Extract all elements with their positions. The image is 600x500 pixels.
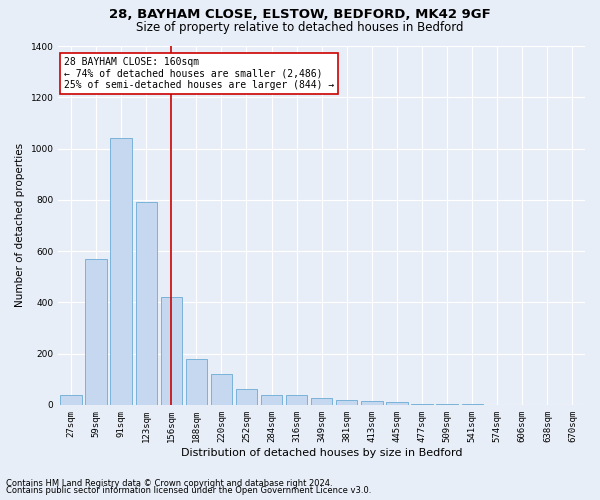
Bar bbox=[211, 374, 232, 405]
Bar bbox=[236, 390, 257, 405]
Bar bbox=[261, 394, 282, 405]
Bar bbox=[311, 398, 332, 405]
Bar bbox=[60, 396, 82, 405]
Bar bbox=[361, 401, 383, 405]
Bar bbox=[386, 402, 407, 405]
Text: 28 BAYHAM CLOSE: 160sqm
← 74% of detached houses are smaller (2,486)
25% of semi: 28 BAYHAM CLOSE: 160sqm ← 74% of detache… bbox=[64, 57, 334, 90]
Bar bbox=[110, 138, 132, 405]
Bar bbox=[136, 202, 157, 405]
Bar bbox=[461, 404, 483, 405]
Text: Size of property relative to detached houses in Bedford: Size of property relative to detached ho… bbox=[136, 21, 464, 34]
Y-axis label: Number of detached properties: Number of detached properties bbox=[15, 144, 25, 308]
Bar bbox=[85, 258, 107, 405]
Bar bbox=[412, 404, 433, 405]
Bar bbox=[436, 404, 458, 405]
Bar bbox=[161, 297, 182, 405]
Text: Contains public sector information licensed under the Open Government Licence v3: Contains public sector information licen… bbox=[6, 486, 371, 495]
Text: 28, BAYHAM CLOSE, ELSTOW, BEDFORD, MK42 9GF: 28, BAYHAM CLOSE, ELSTOW, BEDFORD, MK42 … bbox=[109, 8, 491, 20]
Bar bbox=[336, 400, 358, 405]
Text: Contains HM Land Registry data © Crown copyright and database right 2024.: Contains HM Land Registry data © Crown c… bbox=[6, 478, 332, 488]
X-axis label: Distribution of detached houses by size in Bedford: Distribution of detached houses by size … bbox=[181, 448, 463, 458]
Bar bbox=[185, 358, 207, 405]
Bar bbox=[286, 394, 307, 405]
